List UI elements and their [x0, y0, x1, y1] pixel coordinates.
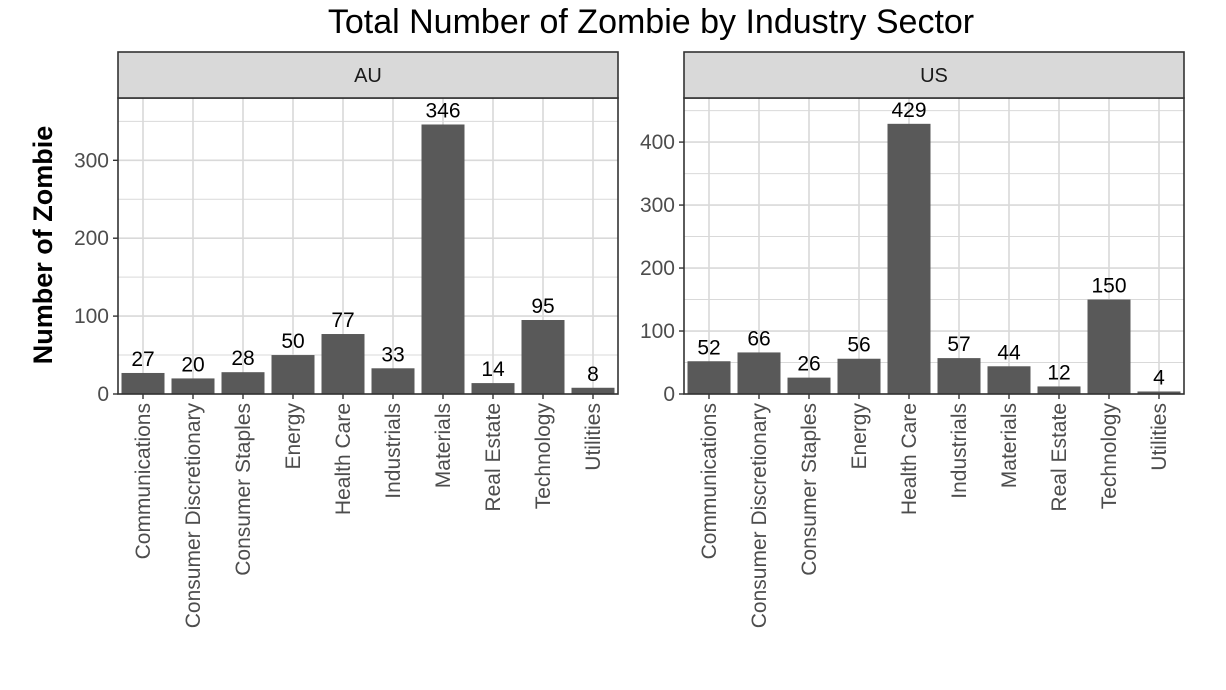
bar-us-industrials [937, 358, 981, 394]
bar-au-real-estate [471, 383, 515, 394]
x-tick-label: Consumer Discretionary [748, 403, 771, 629]
data-label: 95 [531, 295, 554, 318]
bar-au-utilities [571, 387, 615, 394]
y-tick-label: 400 [640, 131, 675, 154]
y-tick-label: 0 [97, 383, 109, 406]
facet-strip [683, 51, 1185, 99]
x-tick-label: Utilities [582, 403, 605, 471]
x-tick-label: Health Care [898, 403, 921, 515]
chart-title: Total Number of Zombie by Industry Secto… [328, 3, 974, 41]
data-label: 429 [891, 99, 926, 122]
data-label: 77 [331, 309, 354, 332]
x-tick-label: Materials [998, 403, 1021, 488]
data-label: 44 [997, 341, 1021, 364]
bar-au-health-care [321, 334, 365, 394]
bar-us-consumer-staples [787, 377, 831, 394]
data-label: 20 [181, 353, 204, 376]
data-label: 14 [481, 358, 505, 381]
x-tick-label: Utilities [1148, 403, 1171, 471]
x-tick-label: Industrials [382, 403, 405, 499]
data-label: 12 [1047, 361, 1070, 384]
x-tick-label: Health Care [332, 403, 355, 515]
facet-strip-label: US [920, 65, 948, 87]
bar-us-communications [687, 361, 731, 394]
bar-au-consumer-discretionary [171, 378, 215, 394]
x-tick-label: Real Estate [1048, 403, 1071, 512]
facet-panel-us: 52 66 26 56 429 57 44 12 150 4 US 0 100 200 300 400 Comm… [640, 51, 1185, 629]
x-tick-label: Consumer Staples [798, 403, 821, 576]
data-label: 33 [381, 343, 404, 366]
data-label: 52 [697, 336, 720, 359]
bar-us-real-estate [1037, 386, 1081, 394]
x-tick-label: Energy [282, 403, 305, 470]
x-tick-label: Industrials [948, 403, 971, 499]
data-label: 28 [231, 347, 254, 370]
x-tick-label: Consumer Discretionary [182, 403, 205, 629]
x-tick-label: Consumer Staples [232, 403, 255, 576]
data-label: 26 [797, 353, 820, 376]
facet-strip [117, 51, 619, 99]
data-label: 346 [425, 99, 460, 122]
x-tick-label: Energy [848, 403, 871, 470]
data-label: 56 [847, 334, 870, 357]
facets: 27 20 28 50 77 33 346 14 95 8 AU 0 100 200 300 Communic… [74, 51, 1185, 629]
bar-au-industrials [371, 368, 415, 394]
bar-us-consumer-discretionary [737, 352, 781, 394]
facet-panel-au: 27 20 28 50 77 33 346 14 95 8 AU 0 100 200 300 Communic… [74, 51, 619, 629]
data-label: 8 [587, 363, 599, 386]
data-label: 150 [1091, 275, 1126, 298]
y-tick-label: 300 [640, 194, 675, 217]
bar-au-communications [121, 372, 165, 394]
y-axis-label: Number of Zombie [28, 126, 58, 365]
facet-strip-label: AU [354, 65, 382, 87]
data-label: 4 [1153, 366, 1165, 389]
bar-au-consumer-staples [221, 372, 265, 394]
data-label: 27 [131, 348, 154, 371]
x-tick-label: Materials [432, 403, 455, 488]
bar-us-utilities [1137, 391, 1181, 394]
bar-us-energy [837, 358, 881, 394]
bar-au-technology [521, 320, 565, 394]
bar-us-health-care [887, 123, 931, 394]
y-tick-label: 200 [74, 227, 109, 250]
data-label: 66 [747, 327, 770, 350]
x-tick-label: Technology [1098, 403, 1121, 510]
bar-au-materials [421, 124, 465, 395]
y-tick-label: 0 [663, 383, 675, 406]
x-tick-label: Technology [532, 403, 555, 510]
data-label: 57 [947, 333, 970, 356]
x-tick-label: Real Estate [482, 403, 505, 512]
bar-au-energy [271, 355, 315, 394]
y-tick-label: 100 [74, 305, 109, 328]
bar-us-materials [987, 366, 1031, 394]
y-tick-label: 300 [74, 149, 109, 172]
y-tick-label: 100 [640, 320, 675, 343]
y-tick-label: 200 [640, 257, 675, 280]
x-tick-label: Communications [698, 403, 721, 559]
x-tick-label: Communications [132, 403, 155, 559]
bar-us-technology [1087, 299, 1131, 394]
data-label: 50 [281, 330, 304, 353]
